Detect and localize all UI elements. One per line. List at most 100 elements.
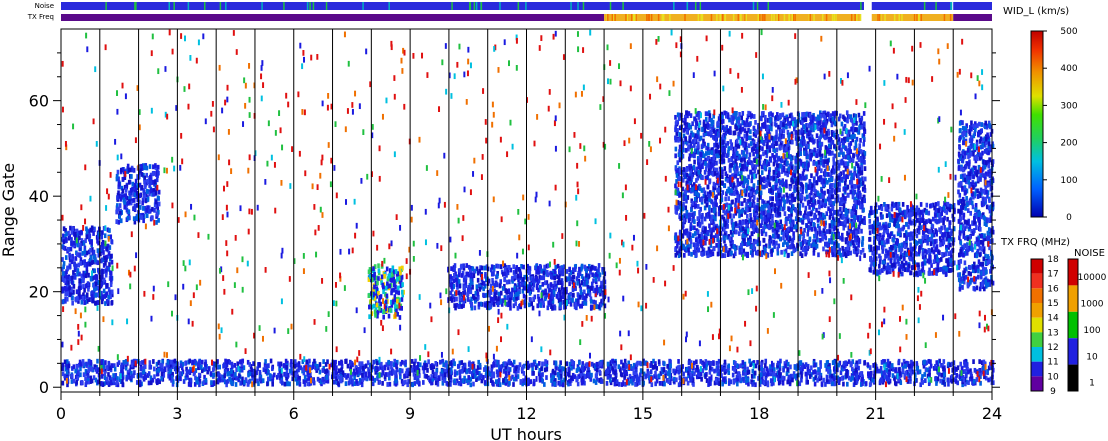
heatmap-cell: [735, 374, 739, 380]
heatmap-cell: [278, 369, 282, 374]
heatmap-cell: [71, 366, 74, 371]
heatmap-cell: [133, 206, 136, 211]
heatmap-cell: [62, 245, 66, 251]
heatmap-cell: [188, 358, 191, 364]
heatmap-cell: [738, 374, 742, 379]
heatmap-cell: [72, 229, 76, 234]
heatmap-cell: [569, 378, 573, 383]
heatmap-cell: [156, 371, 160, 377]
heatmap-cell: [676, 127, 679, 133]
heatmap-cell: [74, 368, 77, 374]
heatmap-cell: [607, 374, 611, 379]
heatmap-cell: [476, 370, 479, 376]
heatmap-cell: [68, 276, 72, 281]
heatmap-cell: [531, 305, 535, 311]
heatmap-cell: [384, 299, 388, 305]
heatmap-cell: [105, 254, 109, 260]
heatmap-cell: [369, 298, 373, 304]
heatmap-cell: [800, 374, 803, 379]
heatmap-cell: [455, 370, 459, 376]
heatmap-cell: [838, 181, 842, 187]
heatmap-cell: [266, 381, 269, 387]
heatmap-cell: [804, 362, 808, 368]
heatmap-cell: [86, 261, 89, 267]
heatmap-cell: [196, 362, 200, 368]
heatmap-cell: [248, 378, 252, 384]
heatmap-cell: [747, 381, 750, 387]
heatmap-cell: [603, 285, 607, 290]
heatmap-cell: [290, 359, 293, 364]
heatmap-cell: [230, 364, 234, 370]
heatmap-cell: [810, 243, 813, 249]
heatmap-cell: [477, 375, 480, 381]
heatmap-cell: [628, 373, 632, 379]
heatmap-cell: [840, 211, 843, 217]
heatmap-cell: [685, 140, 689, 146]
noise-band-fleck: [767, 2, 770, 10]
heatmap-cell: [764, 376, 768, 382]
heatmap-cell: [113, 366, 117, 372]
heatmap-cell: [952, 360, 956, 366]
heatmap-cell: [795, 366, 799, 372]
heatmap-cell: [816, 377, 819, 383]
heatmap-cell: [434, 361, 438, 366]
heatmap-cell: [144, 197, 148, 203]
heatmap-cell: [123, 169, 126, 175]
heatmap-cell: [95, 368, 99, 374]
heatmap-cell: [74, 231, 77, 237]
heatmap-cell: [70, 241, 73, 246]
heatmap-cell: [444, 362, 447, 368]
heatmap-cell: [156, 206, 160, 212]
heatmap-cell: [377, 290, 380, 296]
heatmap-cell: [562, 304, 566, 310]
heatmap-cell: [813, 362, 817, 368]
heatmap-cell: [585, 362, 588, 368]
txfreq-band-fleck: [898, 14, 900, 21]
heatmap-cell: [842, 361, 846, 366]
heatmap-cell: [620, 359, 623, 365]
heatmap-cell: [788, 219, 792, 224]
heatmap-cell: [496, 270, 499, 276]
txfreq-band-fleck: [701, 14, 704, 21]
heatmap-cell: [952, 377, 956, 383]
txfreq-band-fleck: [661, 14, 664, 21]
heatmap-cell: [185, 366, 188, 372]
heatmap-cell: [130, 362, 134, 368]
heatmap-cell: [899, 380, 903, 386]
heatmap-cell: [583, 289, 586, 295]
heatmap-cell: [399, 374, 402, 380]
heatmap-cell: [539, 302, 542, 308]
heatmap-cell: [218, 376, 221, 382]
heatmap-cell: [832, 160, 836, 166]
heatmap-cell: [128, 368, 132, 374]
heatmap-cell: [934, 364, 937, 369]
heatmap-cell: [599, 302, 603, 308]
heatmap-cell: [553, 360, 556, 366]
heatmap-cell: [907, 363, 911, 369]
heatmap-cell: [685, 213, 688, 219]
heatmap-cell: [627, 380, 631, 386]
heatmap-cell: [475, 377, 478, 383]
heatmap-cell: [324, 362, 328, 367]
heatmap-cell: [799, 366, 802, 372]
heatmap-cell: [66, 287, 70, 293]
heatmap-cell: [368, 304, 371, 310]
heatmap-cell: [743, 361, 747, 367]
heatmap-cell: [825, 377, 829, 383]
heatmap-cell: [655, 378, 659, 384]
heatmap-cell: [961, 382, 964, 388]
heatmap-cell: [66, 367, 69, 372]
heatmap-cell: [523, 303, 527, 309]
heatmap-cell: [457, 380, 461, 386]
heatmap-cell: [834, 381, 837, 386]
heatmap-cell: [496, 372, 499, 378]
heatmap-cell: [107, 360, 111, 366]
heatmap-cell: [851, 229, 854, 235]
heatmap-cell: [513, 273, 517, 279]
heatmap-cell: [394, 378, 398, 384]
heatmap-cell: [488, 302, 492, 308]
heatmap-cell: [571, 372, 575, 378]
heatmap-cell: [373, 377, 377, 383]
heatmap-cell: [604, 369, 608, 375]
heatmap-cell: [355, 369, 359, 375]
